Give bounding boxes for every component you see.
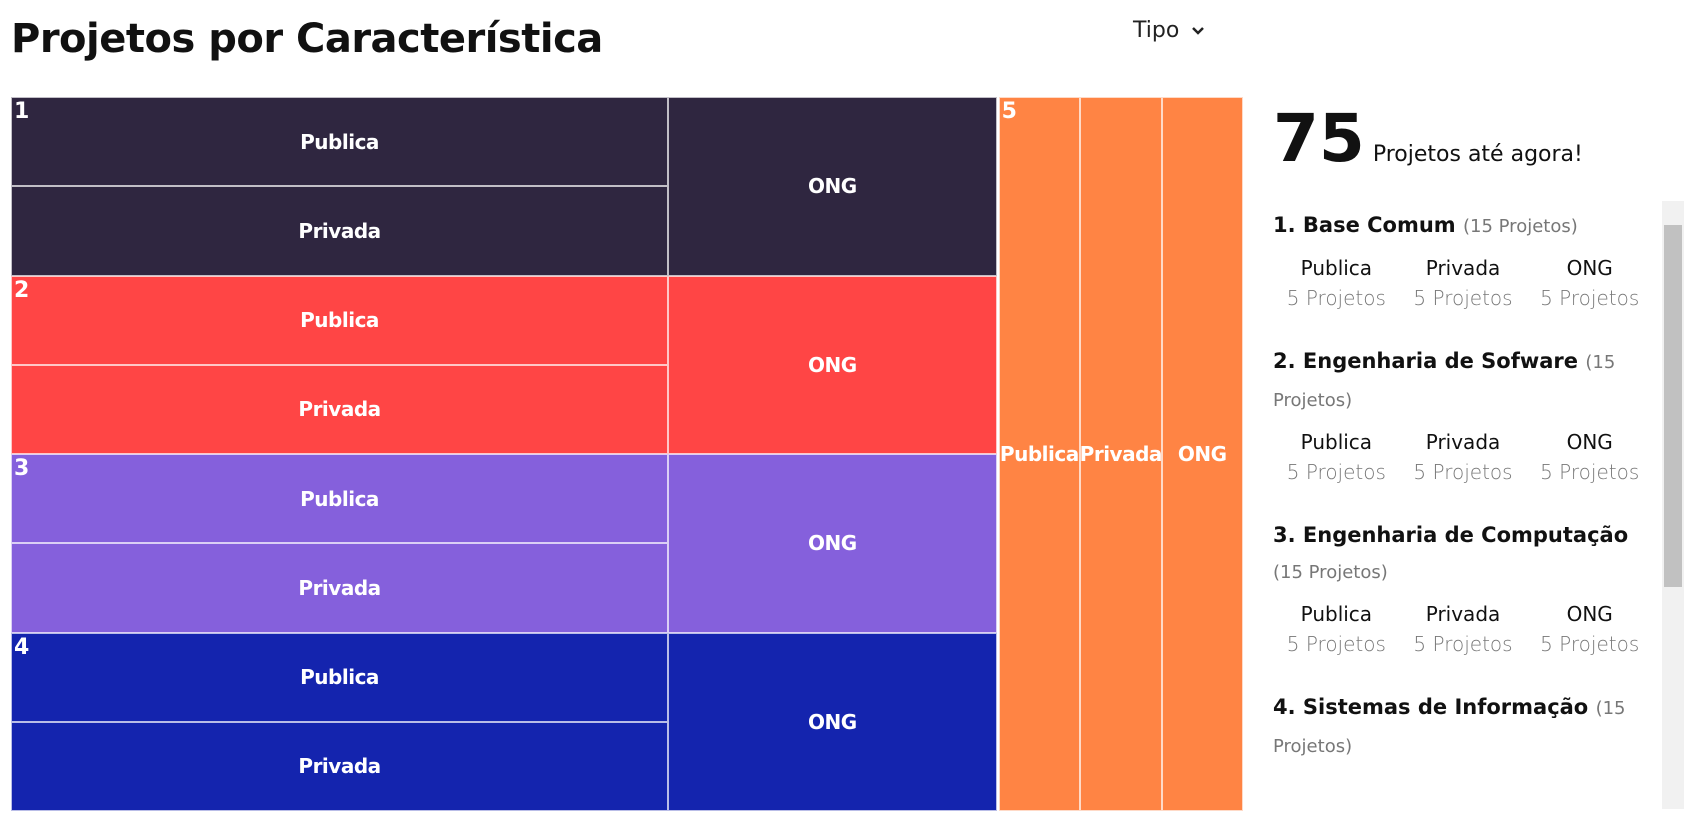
breakdown-count: 5 Projetos	[1286, 460, 1386, 484]
breakdown-name: ONG	[1566, 430, 1613, 454]
treemap-cell: Privada	[1079, 97, 1163, 811]
cell-label: Publica	[300, 486, 379, 511]
total-row: 75 Projetos até agora!	[1273, 100, 1653, 177]
summary-item: 3. Engenharia de Computação (15 Projetos…	[1273, 517, 1653, 659]
breakdown-entry: Publica 5 Projetos	[1273, 599, 1400, 659]
item-count: (15 Projetos)	[1273, 698, 1626, 757]
item-heading: 2. Engenharia de Sofware (15 Projetos)	[1273, 343, 1653, 419]
chevron	[1192, 27, 1205, 35]
breakdown-entry: ONG 5 Projetos	[1526, 599, 1653, 659]
cell-label: ONG	[808, 174, 857, 199]
cell-label: Publica	[300, 665, 379, 690]
summary-panel: 75 Projetos até agora! 1. Base Comum (15 …	[1273, 100, 1653, 816]
item-title: 1. Base Comum	[1273, 213, 1456, 237]
breakdown-name: Privada	[1425, 256, 1501, 280]
breakdown-entry: Privada 5 Projetos	[1400, 427, 1527, 487]
treemap-cell: Publica	[11, 632, 669, 722]
treemap-cell: Privada	[11, 543, 669, 633]
breakdown-name: ONG	[1566, 602, 1613, 626]
item-breakdown: Publica 5 Projetos Privada 5 Projetos ONG 5 P…	[1273, 599, 1653, 659]
treemap-cell: ONG	[668, 454, 997, 633]
summary-item: 2. Engenharia de Sofware (15 Projetos) Pu…	[1273, 343, 1653, 487]
breakdown-name: Publica	[1300, 430, 1373, 454]
breakdown-count: 5 Projetos	[1540, 632, 1640, 656]
group-label: 2	[14, 277, 30, 303]
filter-dropdown[interactable]: Tipo	[1133, 18, 1205, 43]
item-heading: 3. Engenharia de Computação (15 Projetos…	[1273, 517, 1653, 591]
cell-label: Privada	[1079, 442, 1163, 466]
treemap-cell: Privada	[11, 364, 669, 454]
total: 75	[1273, 100, 1365, 177]
cell-label: ONG	[1177, 442, 1227, 466]
breakdown-name: ONG	[1566, 256, 1613, 280]
breakdown-count: 5 Projetos	[1540, 460, 1640, 484]
breakdown-count: 5 Projetos	[1413, 286, 1513, 310]
breakdown-name: Publica	[1300, 602, 1373, 626]
group-label: 5	[1001, 99, 1017, 124]
breakdown-entry: Privada 5 Projetos	[1400, 599, 1527, 659]
breakdown-entry: Publica 5 Projetos	[1273, 253, 1400, 313]
cell-label: Privada	[298, 397, 381, 422]
summary-item: 4. Sistemas de Informação (15 Projetos)	[1273, 689, 1653, 765]
total-caption: Projetos até agora!	[1372, 142, 1583, 167]
breakdown-entry: Privada 5 Projetos	[1400, 253, 1527, 313]
breakdown-count: 5 Projetos	[1286, 286, 1386, 310]
group-label: 4	[14, 634, 30, 660]
breakdown-name: Privada	[1425, 430, 1501, 454]
breakdown-count: 5 Projetos	[1540, 286, 1640, 310]
summary-item: 1. Base Comum (15 Projetos) Publica 5 Proj…	[1273, 207, 1653, 313]
treemap: Publica Privada ONG 1 Publica Privada ONG 2 Publ…	[11, 97, 1243, 811]
item-title: 4. Sistemas de Informação	[1273, 695, 1589, 719]
treemap-cell: Privada	[11, 721, 669, 811]
page-title: Projetos por Característica	[11, 16, 603, 62]
cell-label: ONG	[808, 709, 857, 734]
cell-label: ONG	[808, 352, 857, 377]
treemap-cell: ONG	[668, 275, 997, 454]
cell-label: Publica	[300, 129, 379, 154]
breakdown-name: Publica	[1300, 256, 1373, 280]
treemap-cell: ONG	[668, 632, 997, 811]
item-title: 3. Engenharia de Computação	[1273, 523, 1629, 547]
breakdown-entry: ONG 5 Projetos	[1526, 427, 1653, 487]
group-label: 1	[14, 99, 30, 124]
treemap-cell: Publica	[998, 97, 1081, 811]
breakdown-entry: Publica 5 Projetos	[1273, 427, 1400, 487]
treemap-cell: ONG	[668, 97, 997, 276]
item-count: (15 Projetos)	[1273, 562, 1388, 583]
group-label: 3	[14, 456, 30, 481]
breakdown-count: 5 Projetos	[1413, 632, 1513, 656]
cell-label: Privada	[298, 218, 381, 243]
treemap-cell: Publica	[11, 275, 669, 365]
item-heading: 1. Base Comum (15 Projetos)	[1273, 207, 1653, 245]
treemap-cell: Publica	[11, 97, 669, 187]
cell-label: ONG	[808, 531, 857, 556]
item-breakdown: Publica 5 Projetos Privada 5 Projetos ONG 5 P…	[1273, 427, 1653, 487]
item-count: (15 Projetos)	[1463, 216, 1578, 237]
treemap-cell: Privada	[11, 186, 669, 276]
breakdown-count: 5 Projetos	[1286, 632, 1386, 656]
cell-label: Privada	[298, 754, 381, 779]
breakdown-entry: ONG 5 Projetos	[1526, 253, 1653, 313]
item-count: (15 Projetos)	[1273, 352, 1616, 411]
breakdown-name: Privada	[1425, 602, 1501, 626]
cell-label: Publica	[300, 308, 379, 333]
item-list: 1. Base Comum (15 Projetos) Publica 5 Proj…	[1273, 207, 1653, 765]
scroll-thumb[interactable]	[1664, 225, 1682, 587]
item-title: 2. Engenharia de Sofware	[1273, 349, 1579, 373]
item-heading: 4. Sistemas de Informação (15 Projetos)	[1273, 689, 1653, 765]
cell-label: Publica	[999, 442, 1079, 466]
breakdown-count: 5 Projetos	[1413, 460, 1513, 484]
scrollbar[interactable]	[1662, 201, 1684, 809]
treemap-cell: Publica	[11, 454, 669, 544]
filter-label: Tipo	[1133, 18, 1180, 43]
item-breakdown: Publica 5 Projetos Privada 5 Projetos ONG 5 P…	[1273, 253, 1653, 313]
cell-label: Privada	[298, 575, 381, 600]
treemap-cell: ONG	[1161, 97, 1243, 811]
